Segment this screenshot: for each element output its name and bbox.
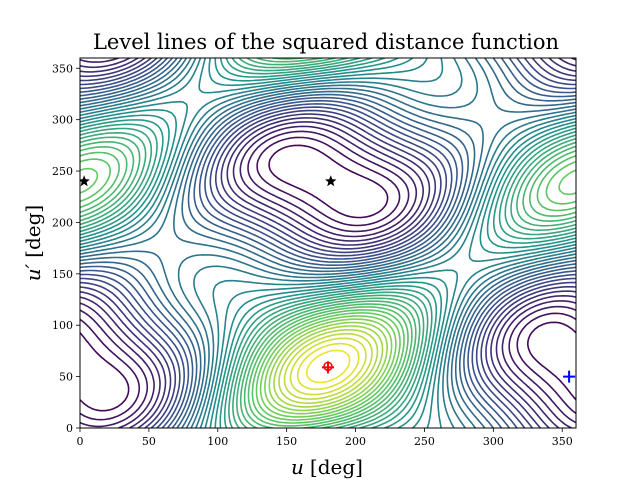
y-tick-label: 100	[52, 319, 73, 332]
contour-lines	[80, 58, 576, 428]
contour-level	[268, 321, 388, 412]
y-tick-label: 200	[52, 216, 73, 229]
x-axis-unit: [deg]	[310, 455, 363, 479]
contour-level	[283, 333, 373, 400]
contour-level	[278, 328, 379, 404]
contour-level	[80, 58, 576, 428]
contour-level	[80, 58, 576, 428]
contour-level	[80, 58, 576, 428]
contour-level	[305, 349, 351, 384]
contour-level	[80, 58, 576, 428]
saddle-star-center	[325, 175, 337, 187]
reference-plus	[563, 370, 576, 383]
x-tick-label: 100	[207, 435, 228, 448]
y-tick-label: 0	[66, 422, 73, 435]
contour-level	[80, 58, 576, 428]
x-tick-label: 250	[414, 435, 435, 448]
plot-frame	[79, 57, 577, 429]
contour-level	[289, 337, 367, 396]
y-axis-symbol: u′	[21, 263, 45, 281]
contour-level	[80, 58, 576, 428]
x-tick-label: 150	[276, 435, 297, 448]
contour-level	[80, 144, 576, 412]
y-tick-label: 250	[52, 165, 73, 178]
x-tick-label: 350	[552, 435, 573, 448]
chart-title: Level lines of the squared distance func…	[93, 30, 559, 54]
contour-level	[80, 136, 576, 421]
contour-level	[80, 158, 576, 424]
x-tick-label: 200	[345, 435, 366, 448]
contour-level	[80, 58, 576, 428]
point-markers	[80, 175, 576, 383]
contour-level	[80, 58, 576, 428]
contour-level	[80, 130, 576, 428]
x-tick-label: 50	[142, 435, 156, 448]
y-axis-ticks: 0 50 100 150 200 250 300 350	[52, 62, 80, 435]
x-axis-ticks: 0 50 100 150 200 250 300 350	[77, 428, 573, 448]
minimum-plus	[322, 361, 334, 374]
contour-level	[80, 58, 576, 428]
contour-level	[80, 167, 576, 421]
contour-level	[80, 58, 576, 428]
y-tick-label: 350	[52, 62, 73, 75]
contour-level	[80, 58, 576, 428]
contour-level	[80, 58, 576, 428]
y-tick-label: 50	[59, 371, 73, 384]
contour-level	[80, 58, 576, 428]
contour-level	[80, 58, 576, 428]
contour-level	[259, 315, 397, 418]
contour-level	[80, 58, 576, 428]
contour-level	[273, 325, 384, 408]
contour-level	[264, 318, 393, 415]
y-axis-label: u′ [deg]	[21, 205, 45, 281]
contour-level	[296, 342, 360, 391]
contour-level	[80, 151, 576, 427]
contour-level	[80, 58, 576, 428]
saddle-star-left	[80, 175, 90, 187]
contour-level	[80, 58, 576, 428]
y-tick-label: 150	[52, 268, 73, 281]
x-axis-label: u [deg]	[291, 455, 363, 479]
y-axis-unit: [deg]	[21, 205, 45, 258]
contour-level	[80, 58, 576, 428]
contour-level	[80, 58, 576, 428]
x-axis-symbol: u	[291, 455, 304, 479]
x-tick-label: 300	[483, 435, 504, 448]
contour-level	[80, 58, 576, 428]
y-tick-label: 300	[52, 114, 73, 127]
contour-level	[80, 58, 576, 428]
x-tick-label: 0	[77, 435, 84, 448]
contour-level	[80, 58, 576, 428]
